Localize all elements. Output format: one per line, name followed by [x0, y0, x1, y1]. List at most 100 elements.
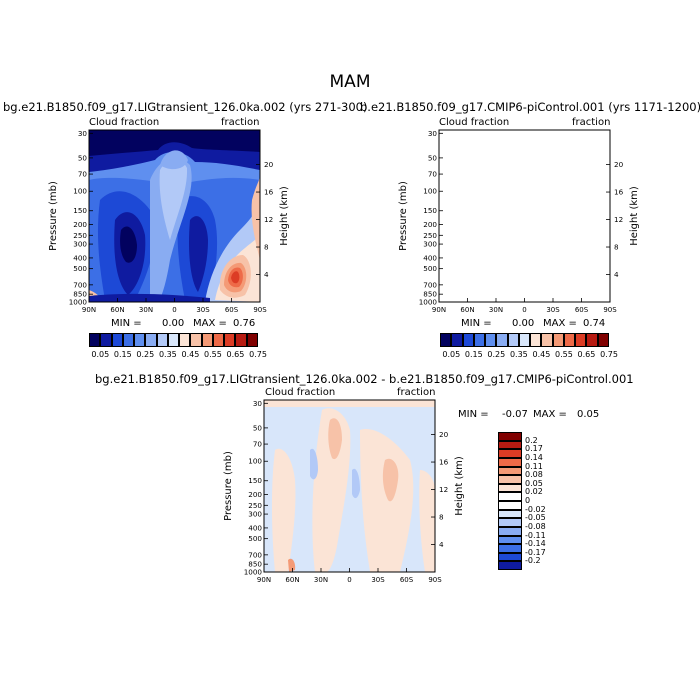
colorbar-swatch: [212, 333, 225, 347]
panel-right-label: fraction: [221, 117, 260, 128]
colorbar-label: 0.45: [532, 350, 551, 359]
panel-right-label: fraction: [572, 117, 611, 128]
panel-max-label: MAX =: [533, 409, 567, 420]
colorbar-label: 0.02: [525, 487, 543, 497]
y-tick-label: 50: [78, 153, 88, 162]
y-tick-label: 400: [423, 253, 437, 262]
colorbar-label: 0.55: [555, 350, 573, 359]
y-tick-label: 400: [73, 253, 87, 262]
y-tick-label: 30: [78, 129, 88, 138]
colorbar-swatch: [498, 466, 522, 476]
colorbar-label: -0.11: [525, 530, 546, 540]
panel-max-value: 0.76: [233, 318, 256, 329]
panel-title: b.e21.B1850.f09_g17.CMIP6-piControl.001 …: [360, 100, 700, 114]
y-tick-label: 850: [423, 290, 437, 299]
panel-title: bg.e21.B1850.f09_g17.LIGtransient_126.0k…: [3, 100, 368, 114]
colorbar-swatch: [190, 333, 202, 347]
y-right-tick-label: 4: [264, 270, 269, 279]
colorbar-swatch: [552, 333, 564, 347]
colorbar-label: 0.2: [525, 435, 538, 445]
colorbar-swatch: [498, 518, 522, 527]
colorbar-label: -0.17: [525, 547, 546, 557]
x-tick-label: 30S: [546, 306, 560, 314]
x-tick-label: 60N: [460, 306, 474, 314]
x-tick-label: 30N: [139, 306, 153, 314]
y-tick-label: 1000: [69, 298, 88, 307]
colorbar-label: -0.14: [525, 539, 546, 549]
panel-right-label: fraction: [397, 387, 436, 398]
colorbar-swatch: [496, 333, 508, 347]
y-right-tick-label: 20: [264, 160, 274, 169]
colorbar-swatch: [451, 333, 463, 347]
y-right-axis-label: Height (km): [454, 456, 465, 516]
colorbar-label: 0.55: [204, 350, 222, 359]
y-right-tick-label: 20: [439, 430, 449, 439]
colorbar-label: 0: [525, 496, 531, 505]
y-right-tick-label: 12: [439, 485, 448, 494]
panel-title: bg.e21.B1850.f09_g17.LIGtransient_126.0k…: [95, 372, 634, 386]
colorbar-label: 0.05: [442, 350, 461, 359]
heatmap-control-field: [439, 130, 610, 302]
y-tick-label: 150: [248, 476, 262, 485]
y-tick-label: 100: [73, 187, 87, 196]
y-axis-label: Pressure (mb): [48, 181, 59, 251]
x-tick-label: 0: [347, 576, 351, 584]
colorbar-swatch: [498, 509, 522, 519]
y-tick-label: 850: [73, 290, 87, 299]
colorbar-swatch: [530, 333, 542, 347]
colorbar-swatch: [473, 333, 486, 347]
y-tick-label: 30: [428, 129, 438, 138]
y-tick-label: 1000: [419, 298, 438, 307]
panel-min-value: -0.07: [502, 409, 528, 420]
colorbar-swatch: [498, 552, 522, 562]
colorbar-label: -0.08: [525, 521, 546, 531]
y-axis-label: Pressure (mb): [398, 181, 409, 251]
colorbar-label: 0.35: [158, 350, 177, 359]
colorbar-control: 0.05 0.15 0.25 0.35 0.45 0.55 0.65 0.75: [440, 333, 618, 359]
y-tick-label: 150: [73, 206, 87, 215]
colorbar-swatch: [179, 333, 191, 347]
colorbar-swatch: [498, 449, 522, 458]
x-tick-label: 90S: [428, 576, 442, 584]
colorbar-swatch: [563, 333, 576, 347]
colorbar-label: -0.02: [525, 504, 546, 514]
colorbar-label: 0.11: [525, 461, 543, 471]
heatmap-difference-frame: [263, 399, 436, 573]
colorbar-label: 0.75: [249, 350, 267, 359]
colorbar-label: 0.17: [525, 444, 543, 454]
y-tick-label: 200: [423, 220, 437, 229]
colorbar-swatch: [134, 333, 146, 347]
panel-min-label: MIN =: [461, 318, 492, 329]
y-tick-label: 500: [423, 264, 437, 273]
panel-min-label: MIN =: [111, 318, 142, 329]
colorbar-label: 0.25: [487, 350, 506, 359]
y-right-axis-label: Height (km): [629, 186, 640, 246]
y-tick-label: 100: [423, 187, 437, 196]
panel-min-label: MIN =: [458, 409, 489, 420]
x-tick-label: 60S: [225, 306, 239, 314]
colorbar-swatch: [498, 561, 522, 570]
colorbar-swatch: [498, 475, 522, 484]
colorbar-case: 0.05 0.15 0.25 0.35 0.45 0.55 0.65 0.75: [89, 333, 267, 359]
colorbar-label: 0.05: [91, 350, 110, 359]
y-tick-label: 70: [428, 170, 438, 179]
x-tick-label: 60N: [285, 576, 299, 584]
axis-ticks-case: 90N 60N 30N 0 30S 60S 90S100085070050040030025…: [48, 129, 290, 314]
colorbar-swatch: [498, 535, 522, 545]
y-tick-label: 50: [253, 423, 263, 432]
colorbar-swatch: [224, 333, 236, 347]
colorbar-label: 0.65: [226, 350, 245, 359]
x-tick-label: 90N: [82, 306, 96, 314]
colorbar-swatch: [498, 432, 522, 441]
colorbar-swatch: [89, 333, 101, 347]
y-tick-label: 70: [78, 170, 88, 179]
x-tick-label: 30S: [371, 576, 385, 584]
axis-ticks-difference: 90N 60N 30N 0 30S 60S 90S100085070050040030025…: [223, 399, 465, 584]
colorbar-label: 0.75: [600, 350, 618, 359]
colorbar-swatch: [122, 333, 135, 347]
x-tick-label: 90N: [257, 576, 271, 584]
colorbar-swatch: [498, 544, 522, 553]
colorbar-swatch: [498, 483, 522, 493]
y-axis-label: Pressure (mb): [223, 451, 234, 521]
